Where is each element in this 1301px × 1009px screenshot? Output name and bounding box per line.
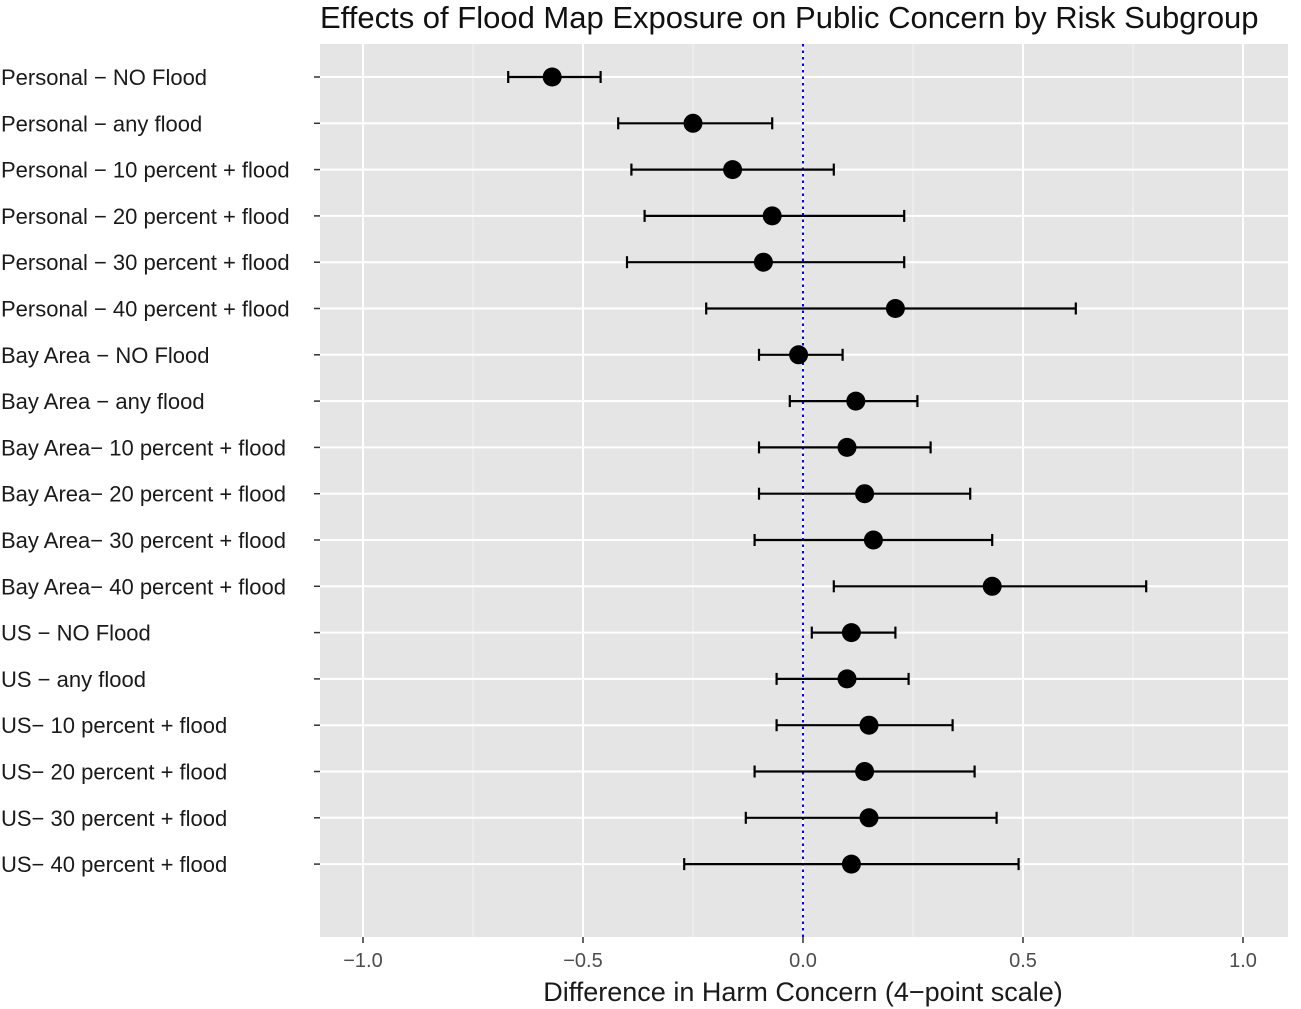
y-tick-label-16: US− 30 percent + flood [1,806,227,831]
point-estimate-0 [542,67,562,87]
point-estimate-13 [837,669,857,689]
y-tick-label-10: Bay Area− 30 percent + flood [1,528,286,553]
point-estimates [542,67,1002,874]
y-tick-label-7: Bay Area − any flood [1,389,205,414]
point-estimate-10 [863,530,883,550]
point-estimate-11 [982,576,1002,596]
y-tick-label-13: US − any flood [1,667,146,692]
x-tick-label-2: 0.0 [789,950,817,972]
point-estimate-12 [841,623,861,643]
y-axis: Personal − NO Flood Personal − any flood P… [1,65,320,877]
y-tick-label-0: Personal − NO Flood [1,65,207,90]
point-estimate-16 [859,808,879,828]
y-tick-label-14: US− 10 percent + flood [1,713,227,738]
y-tick-label-5: Personal − 40 percent + flood [1,297,290,322]
x-tick-label-4: 1.0 [1229,950,1257,972]
point-estimate-14 [859,715,879,735]
x-tick-label-1: −0.5 [563,950,602,972]
point-estimate-9 [855,484,875,504]
point-estimate-6 [789,345,809,365]
point-estimate-15 [855,762,875,781]
x-tick-label-3: 0.5 [1009,950,1037,972]
y-tick-label-12: US − NO Flood [1,621,151,646]
y-tick-label-4: Personal − 30 percent + flood [1,250,290,275]
y-tick-label-3: Personal − 20 percent + flood [1,204,290,229]
chart-title: Effects of Flood Map Exposure on Public … [320,0,1259,35]
y-tick-label-2: Personal − 10 percent + flood [1,158,290,183]
point-estimate-1 [683,113,703,133]
y-tick-label-17: US− 40 percent + flood [1,852,227,877]
point-estimate-4 [753,252,773,272]
x-tick-label-0: −1.0 [343,950,382,972]
point-estimate-8 [837,437,857,457]
x-axis-title: Difference in Harm Concern (4−point scal… [543,977,1063,1007]
x-axis: −1.0 −0.5 0.0 0.5 1.0 [343,937,1257,972]
y-tick-label-1: Personal − any flood [1,111,202,136]
y-tick-label-9: Bay Area− 20 percent + flood [1,482,286,507]
y-tick-label-11: Bay Area− 40 percent + flood [1,574,286,599]
y-tick-label-6: Bay Area − NO Flood [1,343,210,368]
point-estimate-2 [723,160,743,180]
y-tick-label-15: US− 20 percent + flood [1,760,227,785]
point-estimate-5 [885,299,905,318]
point-estimate-7 [846,391,866,411]
point-estimate-17 [841,854,861,874]
point-estimate-3 [762,206,782,226]
y-tick-label-8: Bay Area− 10 percent + flood [1,435,286,460]
